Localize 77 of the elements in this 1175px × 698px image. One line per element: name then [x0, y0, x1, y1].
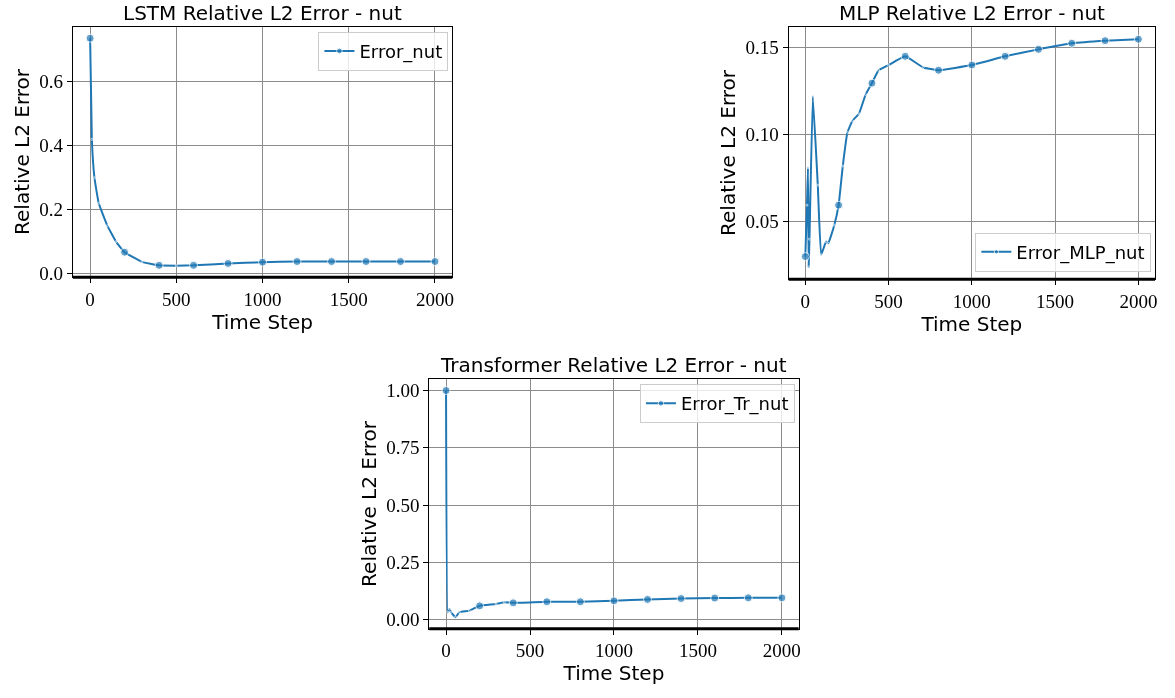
point: [575, 597, 585, 607]
point: [475, 601, 485, 611]
point: [609, 596, 619, 606]
x-axis-title: Time Step: [562, 661, 665, 686]
point: [832, 223, 836, 227]
y-tick-label: 0.10: [745, 124, 779, 146]
point: [841, 164, 845, 168]
point: [811, 94, 815, 98]
point: [154, 260, 164, 270]
x-tick-label: 500: [162, 288, 191, 310]
y-tick-label: 0.50: [386, 494, 420, 516]
point: [743, 593, 753, 603]
x-tick-label: 2000: [762, 640, 801, 662]
legend-label: Error_nut: [359, 40, 443, 63]
point: [819, 253, 823, 257]
point: [850, 119, 854, 123]
point: [805, 203, 809, 207]
point: [887, 63, 891, 67]
point: [189, 260, 199, 270]
point: [361, 257, 371, 267]
point: [223, 258, 233, 268]
point: [676, 594, 686, 604]
y-tick-label: 0.15: [745, 37, 779, 59]
point: [877, 68, 881, 72]
point: [542, 597, 552, 607]
x-tick-label: 0: [800, 290, 811, 312]
point: [292, 257, 302, 267]
point: [508, 598, 518, 608]
point: [921, 65, 925, 69]
x-tick-label: 1500: [329, 288, 368, 310]
y-tick-label: 0.75: [386, 437, 420, 459]
point: [327, 257, 337, 267]
x-tick-label: 0: [85, 288, 95, 310]
x-axis-title: Time Step: [920, 311, 1023, 336]
y-tick-label: 0.4: [39, 135, 64, 157]
x-tick-label: 500: [874, 290, 903, 312]
point: [857, 112, 861, 116]
y-tick-label: 0.0: [39, 263, 64, 285]
y-axis-title: Relative L2 Error: [9, 68, 34, 235]
legend-label: Error_Tr_nut: [680, 393, 789, 416]
point: [777, 593, 787, 603]
x-tick-label: 2000: [1119, 290, 1158, 312]
x-tick-label: 500: [515, 640, 545, 662]
y-tick-label: 0.25: [386, 551, 420, 573]
x-tick-label: 1000: [594, 640, 633, 662]
point: [258, 257, 268, 267]
x-tick-label: 1500: [678, 640, 717, 662]
point: [845, 130, 849, 134]
point: [816, 183, 820, 187]
point: [441, 386, 451, 395]
y-tick-label: 0.05: [745, 211, 779, 233]
chart-title: Transformer Relative L2 Error - nut: [440, 353, 787, 377]
legend-label: Error_MLP_nut: [1016, 241, 1145, 264]
y-axis-title: Relative L2 Error: [356, 420, 381, 587]
x-axis-title: Time Step: [211, 309, 313, 334]
point: [807, 237, 811, 241]
y-tick-label: 1.00: [386, 380, 420, 402]
point: [643, 594, 653, 604]
point: [396, 257, 405, 267]
y-axis-title: Relative L2 Error: [716, 69, 741, 236]
point: [710, 593, 720, 603]
chart-title: LSTM Relative L2 Error - nut: [123, 1, 402, 25]
chart-title: MLP Relative L2 Error - nut: [839, 1, 1106, 25]
y-tick-label: 0.00: [386, 609, 420, 631]
x-tick-label: 1000: [952, 290, 991, 312]
point: [430, 257, 440, 267]
point: [806, 166, 810, 170]
point: [85, 33, 95, 43]
point: [120, 247, 130, 257]
x-tick-label: 2000: [415, 288, 454, 310]
point: [807, 265, 811, 269]
x-tick-label: 1500: [1036, 290, 1075, 312]
x-tick-label: 1000: [243, 288, 282, 310]
x-tick-label: 0: [441, 640, 451, 662]
point: [864, 93, 868, 97]
y-tick-label: 0.6: [39, 71, 64, 93]
y-tick-label: 0.2: [39, 199, 64, 221]
